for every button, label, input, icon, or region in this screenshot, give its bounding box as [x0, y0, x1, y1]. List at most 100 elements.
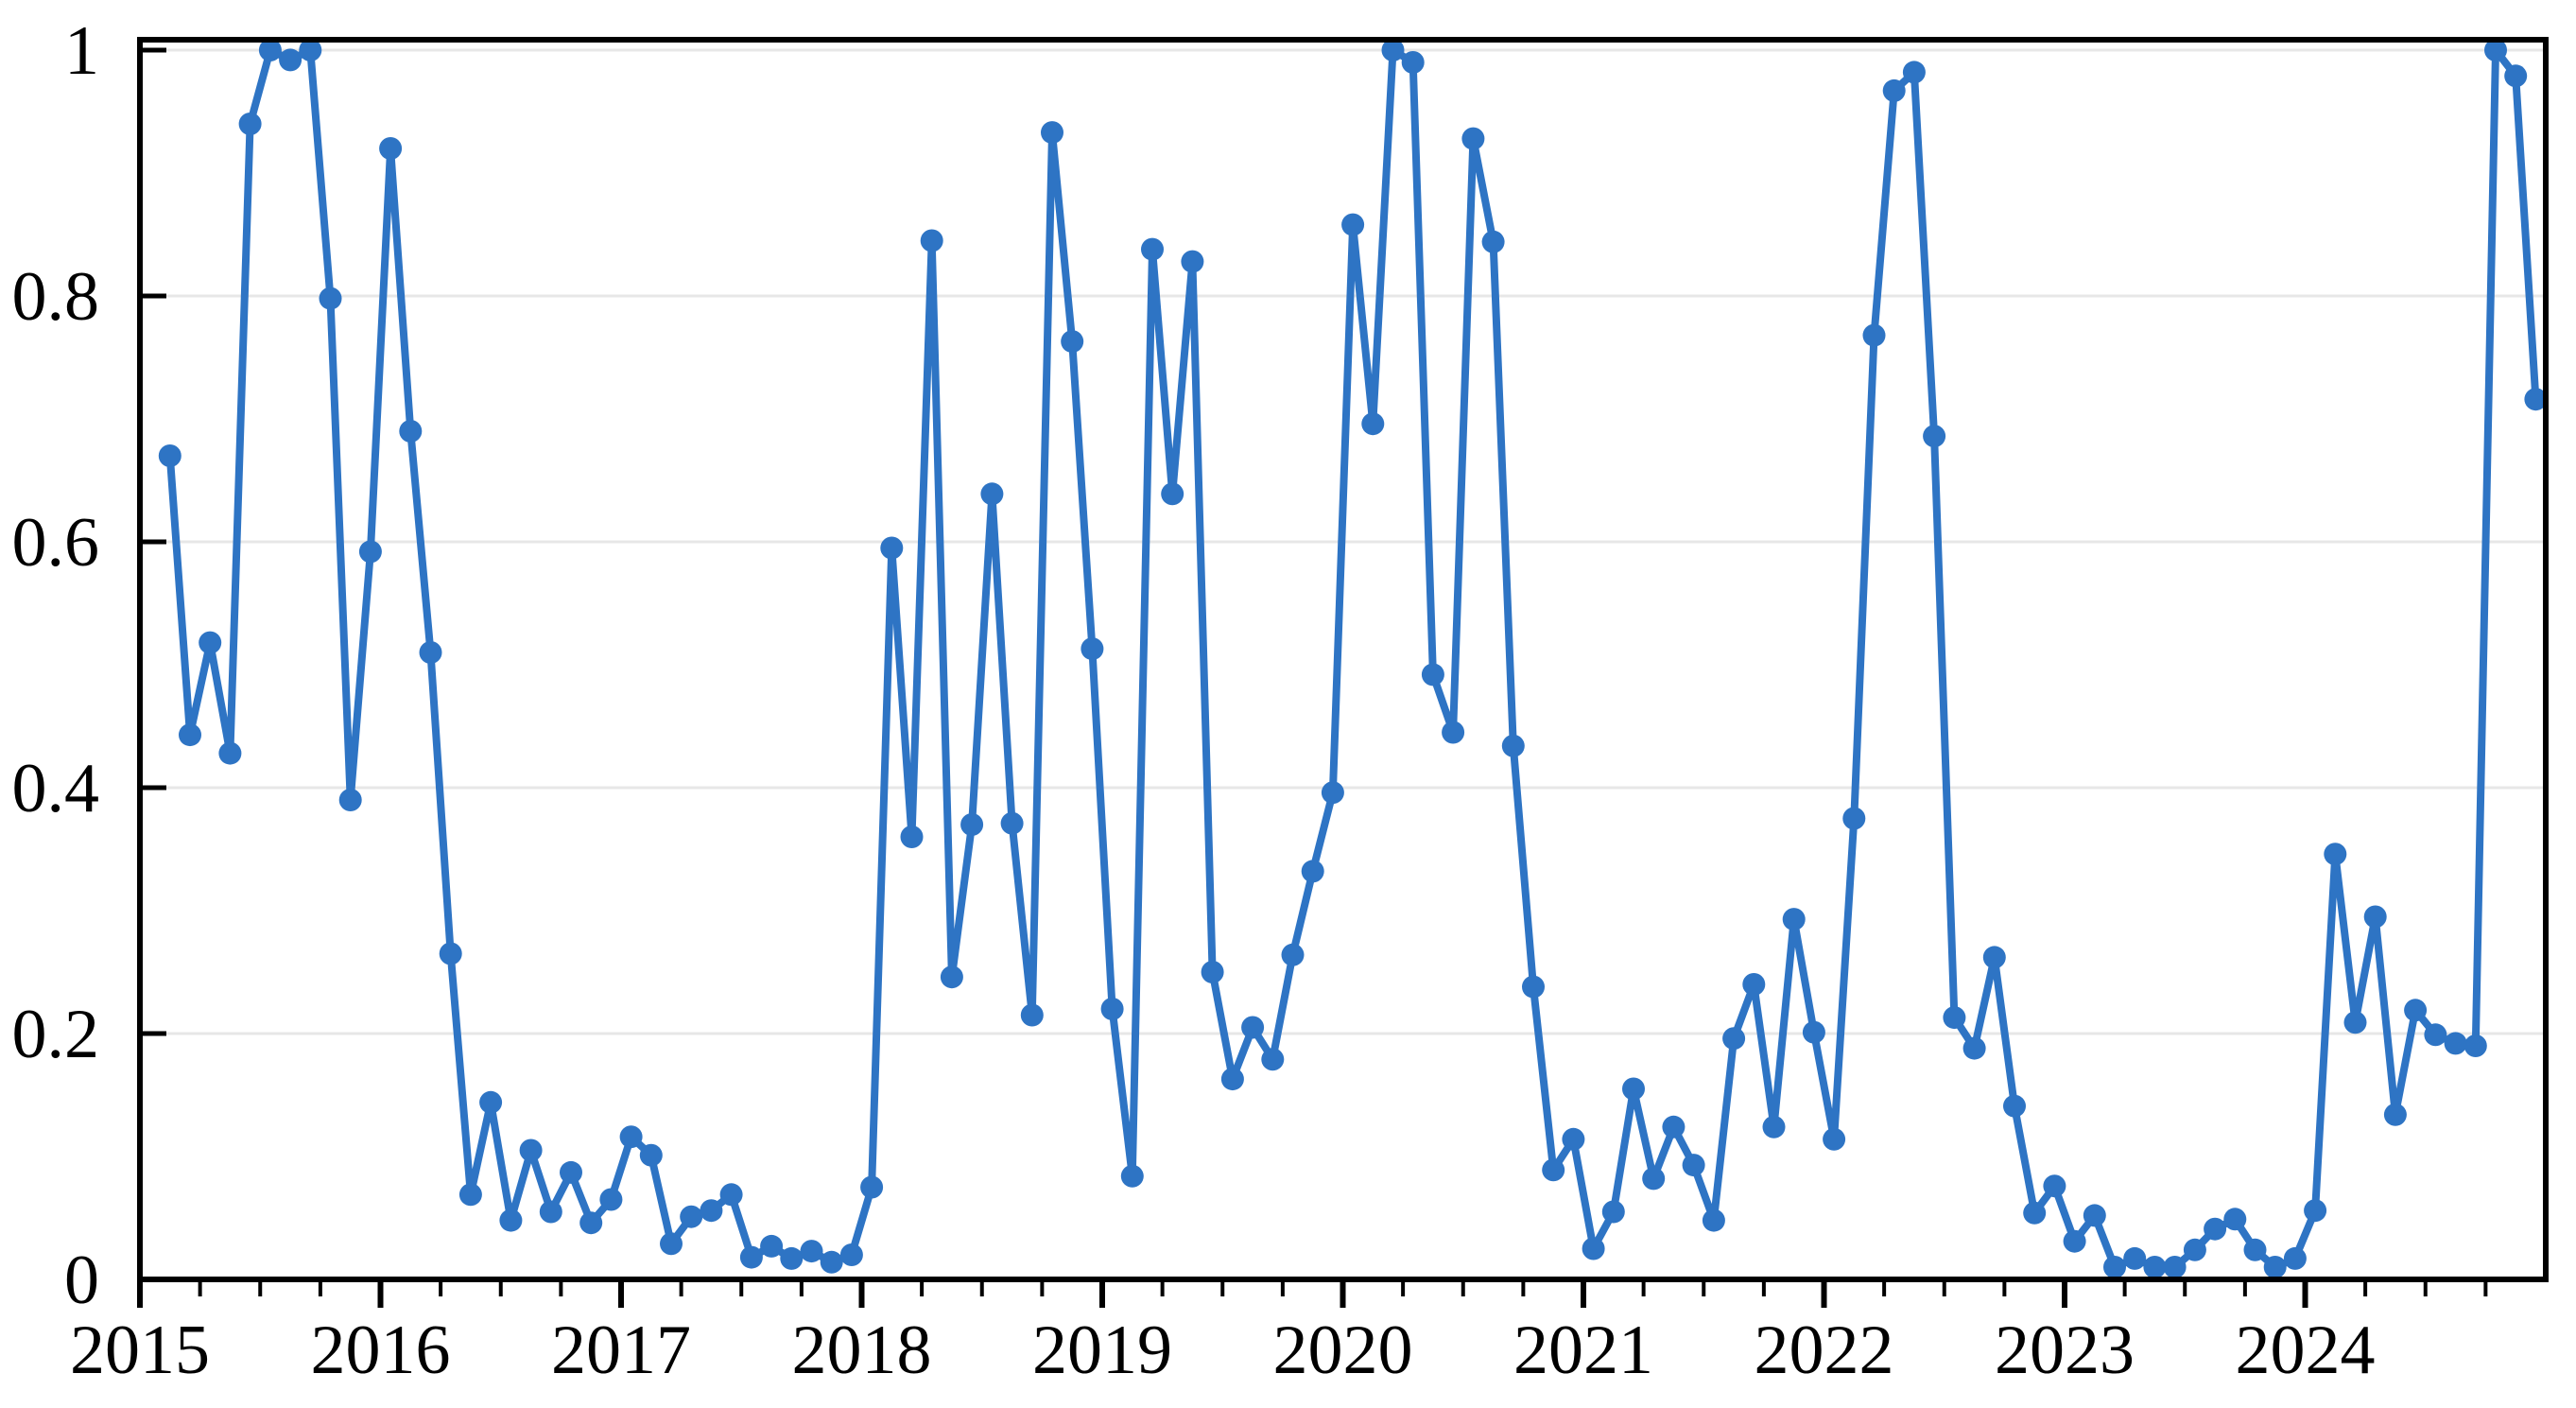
data-point: [1601, 1200, 1625, 1224]
data-point: [1000, 811, 1024, 835]
data-point: [1421, 663, 1444, 687]
data-point: [739, 1245, 763, 1269]
y-tick-label: 0.6: [12, 504, 100, 582]
data-point: [1161, 482, 1184, 506]
data-point: [2504, 64, 2528, 88]
data-point: [299, 39, 322, 61]
data-point: [1461, 127, 1485, 150]
data-point: [1281, 943, 1305, 966]
data-point: [199, 631, 222, 654]
data-point: [1582, 1237, 1605, 1260]
y-tick-label: 0: [64, 1242, 99, 1319]
data-point: [1261, 1048, 1285, 1071]
axis-ticks-group: [137, 47, 2488, 1308]
data-point: [1782, 908, 1806, 931]
data-point: [1722, 1027, 1746, 1051]
data-point: [1902, 61, 1926, 84]
data-point: [920, 229, 943, 252]
data-point: [379, 137, 403, 160]
data-point: [2083, 1204, 2106, 1227]
data-point: [1301, 860, 1324, 883]
data-point: [1562, 1127, 1585, 1151]
data-point: [1662, 1115, 1686, 1139]
data-point: [1962, 1036, 1986, 1060]
data-point: [2163, 1256, 2187, 1278]
data-point: [2204, 1217, 2227, 1241]
data-point: [719, 1183, 743, 1207]
x-tick-label: 2022: [1755, 1312, 1894, 1389]
data-point: [1622, 1077, 1645, 1101]
data-point: [1041, 121, 1063, 145]
data-point: [1982, 946, 2006, 969]
data-point: [1642, 1167, 1666, 1191]
x-tick-label: 2019: [1032, 1312, 1172, 1389]
data-point: [579, 1211, 603, 1235]
data-point: [2383, 1103, 2407, 1126]
data-series-group: [158, 39, 2548, 1278]
data-point: [839, 1243, 863, 1266]
data-point: [940, 965, 963, 989]
data-point: [1522, 975, 1545, 999]
x-tick-label: 2024: [2236, 1312, 2376, 1389]
data-point: [760, 1234, 784, 1258]
data-point: [1943, 1006, 1966, 1030]
data-point: [1542, 1158, 1565, 1182]
data-point: [419, 641, 442, 664]
data-point: [458, 1183, 482, 1207]
data-point: [1120, 1164, 1144, 1188]
data-point: [2143, 1256, 2167, 1278]
data-point: [900, 826, 924, 848]
data-point: [1442, 721, 1465, 744]
data-point: [2003, 1094, 2026, 1118]
data-point: [2263, 1256, 2287, 1278]
x-tick-label: 2021: [1513, 1312, 1653, 1389]
y-tick-label: 1: [64, 12, 99, 90]
data-point: [2103, 1256, 2126, 1278]
data-point: [1181, 250, 1204, 273]
data-point: [820, 1250, 843, 1274]
data-point: [2444, 1032, 2467, 1055]
y-tick-label: 0.8: [12, 258, 100, 336]
data-point: [238, 113, 262, 135]
data-point: [2464, 1034, 2487, 1057]
data-point: [1020, 1003, 1044, 1027]
data-point: [338, 789, 362, 811]
data-point: [2283, 1246, 2307, 1270]
data-point: [1762, 1115, 1786, 1139]
data-point: [2243, 1238, 2267, 1261]
data-point: [1361, 412, 1385, 436]
data-point: [179, 723, 201, 747]
data-point: [258, 39, 282, 61]
data-point: [1100, 998, 1124, 1020]
data-point: [519, 1139, 543, 1162]
data-point: [880, 536, 904, 560]
axis-labels-group: 2015 2016 2017 2018 2019 2020 2021 2022 2023 2024…: [12, 12, 2376, 1389]
data-point: [1201, 961, 1224, 983]
data-point: [1321, 781, 1344, 805]
data-point: [599, 1188, 623, 1211]
data-point: [499, 1208, 523, 1232]
data-point: [319, 287, 342, 310]
data-point: [2524, 388, 2548, 411]
data-point: [1923, 425, 1946, 448]
data-point: [1682, 1154, 1705, 1177]
data-point: [1061, 330, 1084, 354]
x-tick-label: 2017: [551, 1312, 691, 1389]
x-tick-label: 2016: [311, 1312, 451, 1389]
data-point: [800, 1240, 823, 1263]
data-point: [960, 813, 984, 836]
data-point: [439, 942, 462, 965]
data-point: [860, 1175, 884, 1199]
data-point: [700, 1199, 723, 1223]
data-point: [1842, 807, 1866, 830]
data-point: [639, 1143, 663, 1167]
data-point: [158, 444, 182, 467]
y-tick-label: 0.4: [12, 750, 100, 827]
data-point: [1481, 230, 1505, 253]
data-point: [1862, 323, 1886, 347]
data-point: [399, 420, 423, 443]
data-point: [2424, 1023, 2447, 1047]
data-point: [619, 1125, 643, 1149]
data-point: [358, 540, 382, 564]
